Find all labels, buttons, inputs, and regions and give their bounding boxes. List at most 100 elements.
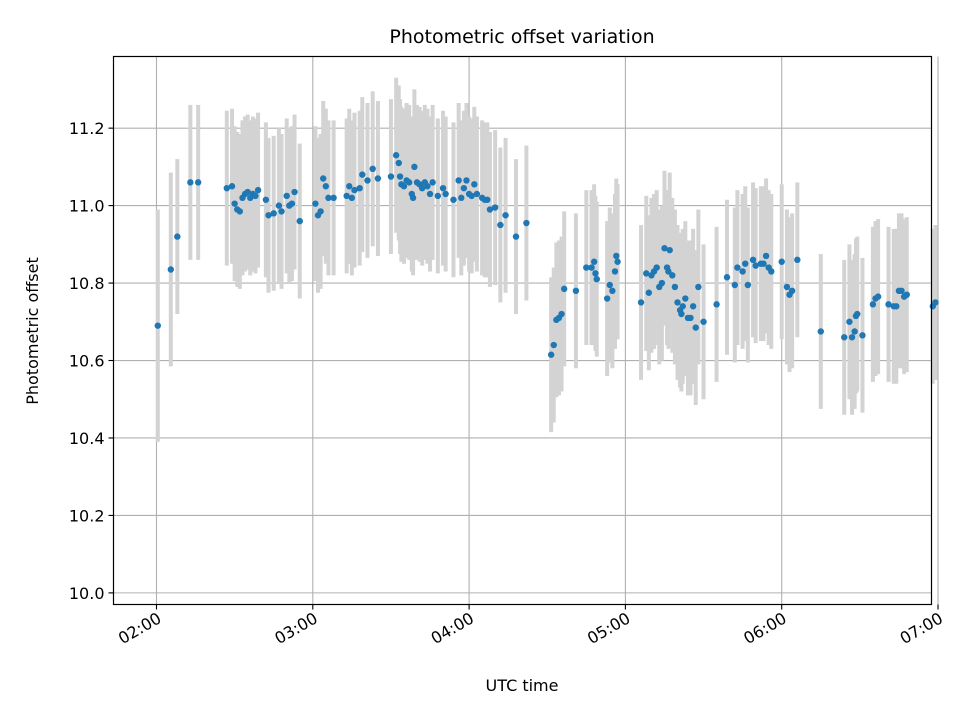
- data-point: [695, 283, 702, 291]
- data-point: [783, 283, 791, 291]
- data-point: [231, 200, 238, 207]
- data-point: [512, 233, 520, 240]
- data-point: [291, 188, 298, 196]
- data-point: [312, 200, 319, 207]
- data-point: [265, 212, 272, 219]
- chart-title: Photometric offset variation: [389, 26, 654, 48]
- data-point: [429, 179, 436, 186]
- data-point: [713, 301, 720, 308]
- data-point: [455, 177, 462, 184]
- data-point: [674, 299, 681, 306]
- data-point: [742, 260, 749, 267]
- data-point: [426, 190, 434, 198]
- data-point: [460, 184, 468, 192]
- y-tick-label: 10.4: [69, 429, 105, 448]
- data-point: [463, 177, 470, 184]
- data-point: [288, 200, 296, 207]
- data-points: [154, 152, 939, 358]
- data-point: [228, 183, 236, 190]
- data-point: [275, 202, 283, 209]
- data-point: [468, 192, 475, 200]
- data-point: [848, 334, 856, 341]
- data-point: [330, 194, 337, 202]
- data-point: [854, 310, 861, 318]
- data-point: [278, 208, 285, 215]
- data-point: [187, 179, 194, 186]
- data-point: [547, 351, 555, 358]
- data-point: [794, 256, 801, 264]
- plot-frame: [112, 55, 933, 606]
- y-tick-label: 10.2: [69, 506, 105, 525]
- data-point: [560, 285, 568, 293]
- data-point: [592, 270, 599, 277]
- data-point: [859, 332, 866, 339]
- data-point: [583, 264, 590, 271]
- data-point: [669, 272, 676, 279]
- y-tick-label: 10.6: [69, 352, 105, 371]
- data-point: [473, 190, 481, 198]
- data-point: [614, 258, 621, 265]
- x-axis-label: UTC time: [486, 676, 559, 695]
- y-tick-label: 10.0: [69, 584, 105, 603]
- data-point: [424, 183, 431, 190]
- data-point: [343, 192, 350, 200]
- data-point: [671, 283, 679, 291]
- data-point: [439, 184, 447, 192]
- data-point: [593, 275, 600, 283]
- data-point: [692, 324, 699, 331]
- data-point: [396, 173, 404, 180]
- data-point: [262, 196, 270, 203]
- data-point: [356, 184, 363, 192]
- data-point: [167, 266, 175, 273]
- data-point: [283, 192, 290, 200]
- data-point: [450, 196, 457, 203]
- data-point: [174, 233, 181, 240]
- data-point: [603, 295, 611, 302]
- data-point: [665, 268, 672, 275]
- data-point: [744, 281, 752, 289]
- data-point: [661, 245, 668, 252]
- data-point: [885, 301, 892, 308]
- data-point: [392, 152, 400, 159]
- data-point: [194, 179, 202, 186]
- data-point: [689, 303, 697, 310]
- data-point: [653, 264, 660, 271]
- data-point: [486, 206, 494, 213]
- data-point: [700, 318, 707, 325]
- data-point: [637, 299, 645, 306]
- data-point: [645, 289, 653, 296]
- data-point: [458, 194, 465, 202]
- data-point: [760, 260, 767, 267]
- data-point: [244, 188, 251, 196]
- data-point: [841, 334, 848, 341]
- data-point: [682, 295, 689, 302]
- data-point: [471, 181, 478, 188]
- data-point: [154, 322, 161, 329]
- data-point: [346, 183, 353, 190]
- data-point: [236, 208, 244, 215]
- data-point: [411, 163, 418, 171]
- data-point: [409, 194, 417, 202]
- data-point: [254, 186, 262, 194]
- data-point: [442, 190, 449, 198]
- data-point: [270, 210, 277, 217]
- data-point: [749, 256, 757, 264]
- data-point: [223, 184, 231, 192]
- data-point: [395, 159, 402, 167]
- data-point: [739, 268, 746, 275]
- y-tick-label: 11.2: [69, 119, 105, 138]
- data-point: [434, 192, 442, 200]
- data-point: [348, 194, 356, 202]
- data-point: [731, 281, 739, 289]
- data-point: [898, 287, 905, 295]
- data-point: [523, 219, 530, 227]
- data-point: [932, 299, 939, 306]
- data-point: [606, 281, 613, 289]
- data-point: [778, 258, 785, 265]
- data-point: [359, 171, 366, 178]
- data-point: [590, 258, 598, 265]
- data-point: [497, 221, 504, 229]
- data-point: [419, 184, 426, 192]
- data-point: [752, 262, 759, 269]
